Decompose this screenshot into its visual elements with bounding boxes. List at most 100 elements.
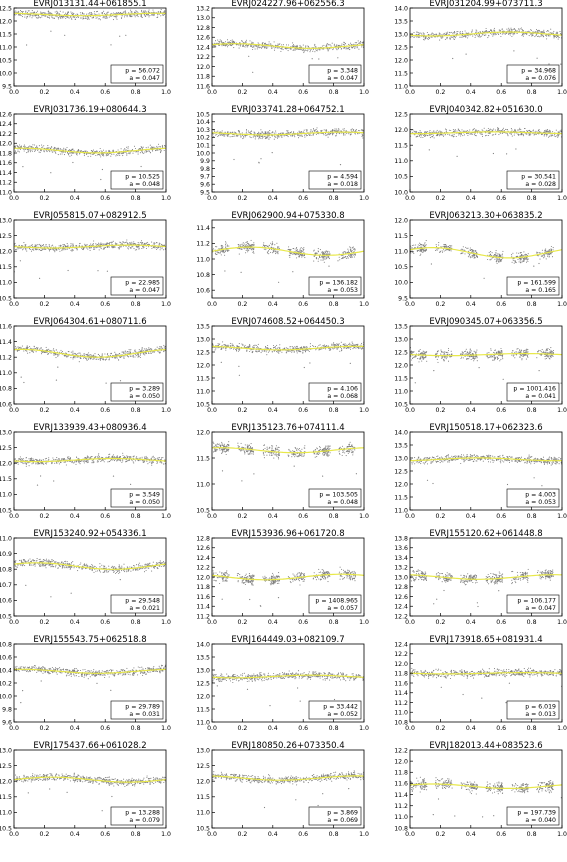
data-point — [414, 247, 415, 248]
data-point — [420, 244, 421, 245]
data-point — [482, 34, 483, 35]
data-point — [265, 136, 266, 137]
data-point — [475, 131, 476, 132]
data-point — [410, 36, 411, 37]
data-point — [30, 151, 31, 152]
data-point — [462, 135, 463, 136]
data-point — [137, 247, 138, 248]
data-point — [152, 150, 153, 151]
data-point — [352, 250, 353, 251]
data-point — [517, 130, 518, 131]
data-point — [51, 16, 52, 17]
data-point — [286, 130, 287, 131]
data-point — [113, 19, 114, 20]
data-point — [522, 261, 523, 262]
data-point — [341, 133, 342, 134]
data-point — [528, 259, 529, 260]
data-point — [521, 35, 522, 36]
data-point — [524, 260, 525, 261]
data-point — [56, 11, 57, 12]
data-point — [152, 15, 153, 16]
data-point — [352, 254, 353, 255]
data-point — [219, 42, 220, 43]
y-tick-label: 9.8 — [200, 166, 210, 173]
data-point — [232, 40, 233, 41]
data-point — [107, 155, 108, 156]
data-point — [275, 251, 276, 252]
data-point — [318, 248, 319, 249]
data-point — [239, 131, 240, 132]
data-point — [297, 46, 298, 47]
data-point — [221, 135, 222, 136]
data-point — [24, 14, 25, 15]
chart-title: EVRJ062900.94+075330.8 — [231, 211, 344, 221]
data-points — [410, 27, 563, 64]
data-point — [251, 240, 252, 241]
data-point — [513, 260, 514, 261]
data-point — [245, 42, 246, 43]
data-point — [88, 18, 89, 19]
data-point — [111, 247, 112, 248]
data-point — [544, 250, 545, 251]
data-point — [241, 249, 242, 250]
data-point — [128, 12, 129, 13]
y-tick-label: 11.5 — [394, 143, 408, 150]
data-point — [121, 18, 122, 19]
data-point — [75, 245, 76, 246]
data-point — [148, 16, 149, 17]
data-point — [324, 129, 325, 130]
data-point — [139, 148, 140, 149]
data-point — [547, 129, 548, 130]
data-point — [472, 30, 473, 31]
data-point — [21, 146, 22, 147]
data-point — [150, 145, 151, 146]
data-point — [441, 34, 442, 35]
data-point — [306, 131, 307, 132]
x-tick-label: 0.8 — [527, 195, 537, 202]
data-point — [464, 250, 465, 251]
data-point — [54, 18, 55, 19]
data-point — [301, 49, 302, 50]
y-tick-label: 12.0 — [0, 141, 12, 148]
data-point — [155, 247, 156, 248]
data-point — [530, 29, 531, 30]
data-point — [89, 248, 90, 249]
data-point — [37, 11, 38, 12]
data-point — [164, 150, 165, 151]
data-point — [413, 32, 414, 33]
data-point — [543, 30, 544, 31]
data-point — [278, 136, 279, 137]
y-tick-label: 10.5 — [0, 57, 12, 64]
data-point — [513, 29, 514, 30]
data-point — [350, 257, 351, 258]
data-point — [279, 43, 280, 44]
data-point — [253, 251, 254, 252]
data-point — [538, 36, 539, 37]
data-point — [60, 11, 61, 12]
data-point — [529, 135, 530, 136]
data-point — [19, 151, 20, 152]
data-point — [127, 15, 128, 16]
data-point — [27, 12, 28, 13]
x-tick-label: 1.0 — [161, 195, 171, 202]
data-point — [437, 130, 438, 131]
data-point — [68, 154, 69, 155]
data-point — [87, 19, 88, 20]
data-point — [244, 244, 245, 245]
data-point — [113, 12, 114, 13]
y-tick-label: 11.0 — [0, 44, 12, 51]
data-point — [62, 248, 63, 249]
y-tick-label: 9.9 — [200, 158, 210, 165]
data-point — [475, 129, 476, 130]
data-point — [36, 15, 37, 16]
data-point — [553, 249, 554, 250]
data-point — [130, 10, 131, 11]
data-point — [319, 49, 320, 50]
data-point — [416, 136, 417, 137]
data-point — [280, 51, 281, 52]
data-point — [126, 239, 127, 240]
data-point — [239, 132, 240, 133]
data-point — [464, 36, 465, 37]
y-tick-label: 11.4 — [196, 225, 210, 232]
data-point — [119, 248, 120, 249]
